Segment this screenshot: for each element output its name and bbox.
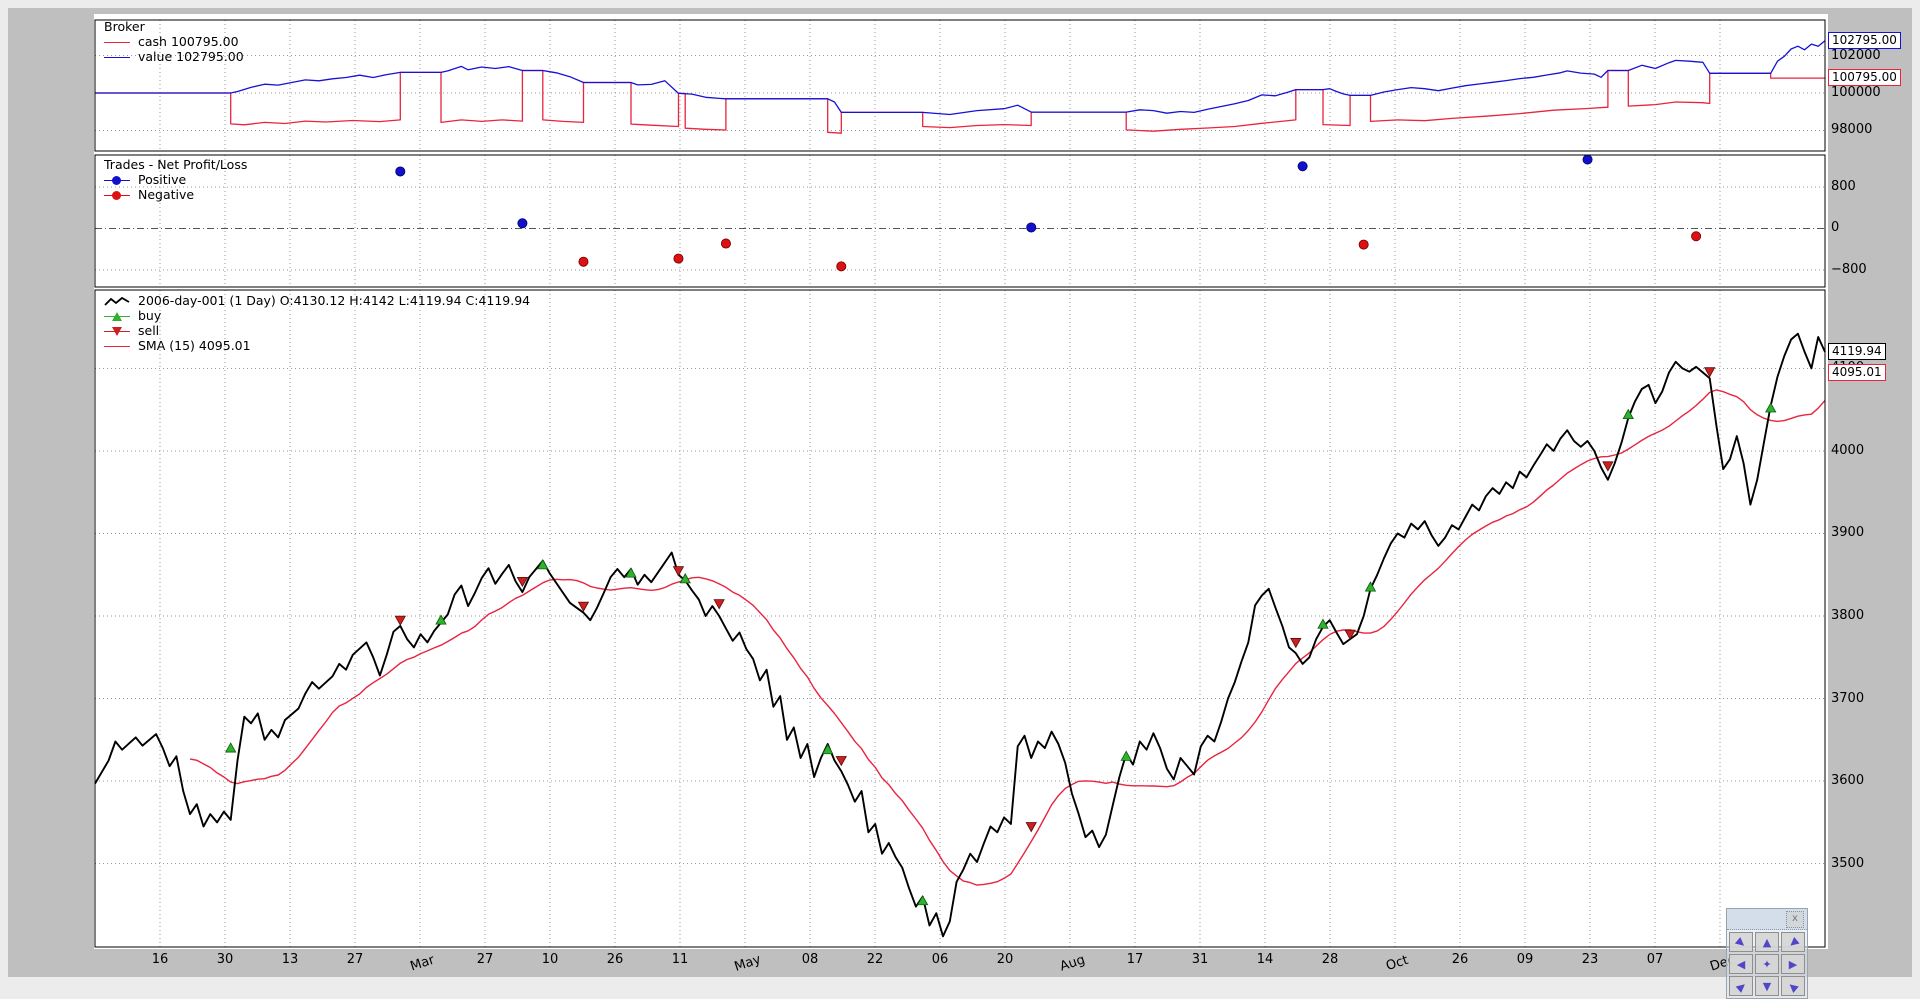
price-legend-sell: sell <box>104 324 530 339</box>
x-tick-label: 11 <box>671 952 689 967</box>
nav-widget-grid: ▶ ▲ ◀ ◀ ✦ ▶ ▶ ▼ ◀ <box>1727 930 1807 998</box>
y-tick-label: 3800 <box>1831 608 1865 624</box>
nav-center-button[interactable]: ✦ <box>1755 954 1779 974</box>
price-legend-data: 2006-day-001 (1 Day) O:4130.12 H:4142 L:… <box>104 294 530 309</box>
x-tick-label: 17 <box>1126 952 1144 967</box>
x-tick-label: 26 <box>1451 952 1469 967</box>
nav-pan-upright-button[interactable]: ▶ <box>1729 976 1753 996</box>
trades-legend-negative: Negative <box>104 188 247 203</box>
nav-pan-downright-button[interactable]: ▶ <box>1729 932 1753 952</box>
y-tick-label: 3500 <box>1831 855 1865 871</box>
value-line-swatch <box>104 57 130 58</box>
nav-pan-right-button[interactable]: ▶ <box>1781 954 1805 974</box>
y-tick-label: 0 <box>1831 220 1840 236</box>
x-tick-label: 30 <box>216 952 234 967</box>
x-tick-label: 16 <box>151 952 169 967</box>
plot-navigation-widget[interactable]: x ▶ ▲ ◀ ◀ ✦ ▶ ▶ ▼ ◀ <box>1726 908 1808 999</box>
sma-price-tag: 4095.01 <box>1828 363 1886 381</box>
y-tick-label: 3700 <box>1831 690 1865 706</box>
x-tick-label: 10 <box>541 952 559 967</box>
x-tick-label: 20 <box>996 952 1014 967</box>
broker-legend: Broker cash 100795.00 value 102795.00 <box>104 20 244 65</box>
sma-line-swatch <box>104 346 130 347</box>
close-icon[interactable]: x <box>1786 911 1804 928</box>
value-tag: 102795.00 <box>1828 31 1901 49</box>
x-tick-label: 06 <box>931 952 949 967</box>
x-tick-label: 23 <box>1581 952 1599 967</box>
arrow-upright-icon: ▶ <box>1733 978 1749 995</box>
x-tick-label: 26 <box>606 952 624 967</box>
arrow-up-icon: ▲ <box>1762 936 1772 949</box>
x-tick-label: 14 <box>1256 952 1274 967</box>
x-tick-label: 28 <box>1321 952 1339 967</box>
negative-dot-swatch <box>104 191 130 200</box>
x-tick-label: 13 <box>281 952 299 967</box>
y-tick-label: 3900 <box>1831 525 1865 541</box>
cash-line-swatch <box>104 42 130 43</box>
nav-pan-up-button[interactable]: ▲ <box>1755 932 1779 952</box>
broker-legend-title: Broker <box>104 19 145 35</box>
positive-dot-swatch <box>104 176 130 185</box>
arrow-down-icon: ▼ <box>1762 980 1772 993</box>
y-tick-label: 102000 <box>1831 47 1881 63</box>
price-legend-buy: buy <box>104 309 530 324</box>
y-tick-label: 4000 <box>1831 442 1865 458</box>
price-legend: 2006-day-001 (1 Day) O:4130.12 H:4142 L:… <box>104 294 530 354</box>
buy-marker-swatch <box>104 312 130 321</box>
close-price-tag: 4119.94 <box>1828 342 1886 360</box>
price-line-swatch <box>104 296 130 308</box>
broker-legend-cash: cash 100795.00 <box>104 35 244 50</box>
x-tick-label: 27 <box>476 952 494 967</box>
x-tick-label: 22 <box>866 952 884 967</box>
sell-marker-swatch <box>104 327 130 336</box>
x-tick-label: 07 <box>1646 952 1664 967</box>
x-tick-label: 09 <box>1516 952 1534 967</box>
nav-pan-upleft-button[interactable]: ◀ <box>1781 976 1805 996</box>
x-tick-label: 31 <box>1191 952 1209 967</box>
trades-legend: Trades - Net Profit/Loss Positive Negati… <box>104 158 247 203</box>
x-tick-label: 08 <box>801 952 819 967</box>
nav-pan-downleft-button[interactable]: ◀ <box>1781 932 1805 952</box>
nav-widget-titlebar[interactable]: x <box>1727 909 1807 930</box>
trades-legend-title: Trades - Net Profit/Loss <box>104 157 248 173</box>
arrow-downleft-icon: ◀ <box>1785 934 1801 951</box>
arrow-right-icon: ▶ <box>1788 958 1798 971</box>
broker-legend-value: value 102795.00 <box>104 50 244 65</box>
arrow-left-icon: ◀ <box>1736 958 1746 971</box>
arrow-downright-icon: ▶ <box>1733 934 1749 951</box>
y-tick-label: 3600 <box>1831 773 1865 789</box>
cash-tag: 100795.00 <box>1828 69 1901 87</box>
y-tick-label: 800 <box>1831 179 1856 194</box>
y-tick-label: 98000 <box>1831 122 1873 138</box>
nav-pan-left-button[interactable]: ◀ <box>1729 954 1753 974</box>
nav-pan-down-button[interactable]: ▼ <box>1755 976 1779 996</box>
arrow-upleft-icon: ◀ <box>1785 978 1801 995</box>
x-tick-label: 27 <box>346 952 364 967</box>
y-tick-label: 100000 <box>1831 84 1881 100</box>
center-star-icon: ✦ <box>1762 958 1772 971</box>
y-tick-label: −800 <box>1831 261 1867 277</box>
trades-legend-positive: Positive <box>104 173 247 188</box>
price-legend-sma: SMA (15) 4095.01 <box>104 339 530 354</box>
